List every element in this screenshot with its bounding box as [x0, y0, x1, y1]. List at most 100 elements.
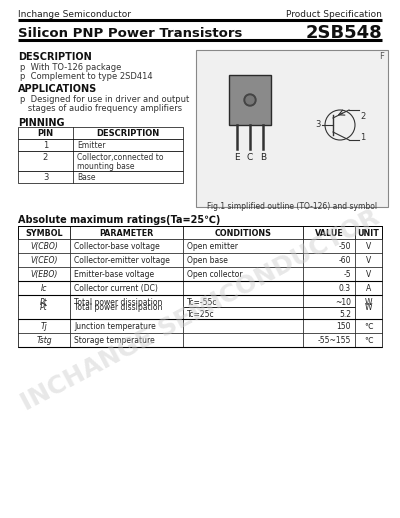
Bar	[18, 226, 70, 239]
Text: -60: -60	[338, 256, 351, 265]
Bar	[196, 50, 388, 207]
Bar	[303, 319, 355, 333]
Text: V: V	[366, 256, 371, 265]
Text: DESCRIPTION: DESCRIPTION	[18, 52, 92, 62]
Text: Pt: Pt	[40, 298, 48, 307]
Text: Junction temperature: Junction temperature	[74, 322, 156, 331]
Text: CONDITIONS: CONDITIONS	[214, 229, 272, 238]
Bar	[18, 151, 183, 171]
Bar	[355, 281, 382, 295]
Bar	[355, 267, 382, 281]
Text: p  Designed for use in driver and output: p Designed for use in driver and output	[20, 95, 189, 104]
Bar	[355, 307, 382, 319]
Text: Silicon PNP Power Transistors: Silicon PNP Power Transistors	[18, 27, 242, 40]
Text: Absolute maximum ratings(Ta=25℃): Absolute maximum ratings(Ta=25℃)	[18, 215, 220, 225]
Bar	[183, 253, 303, 267]
Text: Tc=25c: Tc=25c	[187, 310, 215, 319]
Text: Inchange Semiconductor: Inchange Semiconductor	[18, 10, 131, 19]
Bar	[18, 171, 183, 183]
Text: Emitter-base voltage: Emitter-base voltage	[74, 270, 154, 279]
Bar	[183, 295, 303, 307]
Text: Total power dissipation: Total power dissipation	[74, 298, 162, 307]
Text: Open collector: Open collector	[187, 270, 243, 279]
Text: PINNING: PINNING	[18, 118, 64, 128]
Text: APPLICATIONS: APPLICATIONS	[18, 84, 97, 94]
Text: W: W	[365, 298, 372, 307]
Bar	[183, 333, 303, 347]
Text: mounting base: mounting base	[77, 162, 134, 171]
Text: 0.3: 0.3	[339, 284, 351, 293]
Text: Tstg: Tstg	[36, 336, 52, 345]
Text: VALUE: VALUE	[315, 229, 343, 238]
Bar	[70, 333, 183, 347]
Bar	[303, 333, 355, 347]
Text: V(CBO): V(CBO)	[30, 242, 58, 251]
Text: 3: 3	[315, 120, 320, 129]
Text: PIN: PIN	[38, 129, 54, 138]
Bar	[18, 295, 70, 319]
Bar	[183, 239, 303, 253]
Text: 3: 3	[43, 173, 48, 182]
Text: Tc=-55c: Tc=-55c	[187, 298, 218, 307]
Text: ~10: ~10	[335, 298, 351, 307]
Text: 2: 2	[43, 153, 48, 162]
Bar	[18, 307, 70, 319]
Text: Tj: Tj	[41, 322, 47, 331]
Text: Product Specification: Product Specification	[286, 10, 382, 19]
Bar	[70, 295, 183, 307]
Text: 5.2: 5.2	[339, 310, 351, 319]
Text: V: V	[366, 270, 371, 279]
Text: INCHANGE SEMICONDUCTOR: INCHANGE SEMICONDUCTOR	[17, 205, 383, 415]
Text: A: A	[366, 284, 371, 293]
Circle shape	[246, 96, 254, 104]
Bar	[70, 295, 183, 319]
Text: 150: 150	[336, 322, 351, 331]
Bar	[18, 295, 70, 307]
Text: DESCRIPTION: DESCRIPTION	[96, 129, 160, 138]
Bar	[18, 267, 70, 281]
Bar	[303, 295, 355, 307]
Text: B: B	[260, 153, 266, 162]
Text: SYMBOL: SYMBOL	[25, 229, 63, 238]
Text: Total power dissipation: Total power dissipation	[74, 303, 162, 312]
Text: V(CEO): V(CEO)	[30, 256, 58, 265]
Text: Ic: Ic	[41, 284, 47, 293]
Bar	[355, 239, 382, 253]
Bar	[183, 319, 303, 333]
Bar	[355, 253, 382, 267]
Bar	[18, 239, 70, 253]
Bar	[229, 75, 271, 125]
Bar	[355, 295, 382, 319]
Bar	[303, 226, 355, 239]
Text: V(EBO): V(EBO)	[30, 270, 58, 279]
Text: Open emitter: Open emitter	[187, 242, 238, 251]
Text: -50: -50	[338, 242, 351, 251]
Text: 1: 1	[43, 141, 48, 150]
Text: -5: -5	[343, 270, 351, 279]
Bar	[70, 253, 183, 267]
Bar	[303, 307, 355, 319]
Bar	[303, 253, 355, 267]
Text: Collector-emitter voltage: Collector-emitter voltage	[74, 256, 170, 265]
Bar	[303, 239, 355, 253]
Bar	[18, 281, 70, 295]
Bar	[70, 307, 183, 319]
Text: C: C	[247, 153, 253, 162]
Text: Base: Base	[77, 173, 96, 182]
Text: Pt: Pt	[40, 303, 48, 312]
Text: UNIT: UNIT	[358, 229, 380, 238]
Text: Collector current (DC): Collector current (DC)	[74, 284, 158, 293]
Text: Open base: Open base	[187, 256, 228, 265]
Text: ℃: ℃	[364, 322, 373, 331]
Bar	[303, 267, 355, 281]
Text: 1: 1	[360, 133, 365, 142]
Text: Emitter: Emitter	[77, 141, 106, 150]
Bar	[18, 333, 70, 347]
Bar	[70, 281, 183, 295]
Text: PARAMETER: PARAMETER	[99, 229, 154, 238]
Bar	[18, 127, 183, 139]
Bar	[355, 333, 382, 347]
Text: V: V	[366, 242, 371, 251]
Bar	[355, 226, 382, 239]
Text: F: F	[379, 52, 384, 61]
